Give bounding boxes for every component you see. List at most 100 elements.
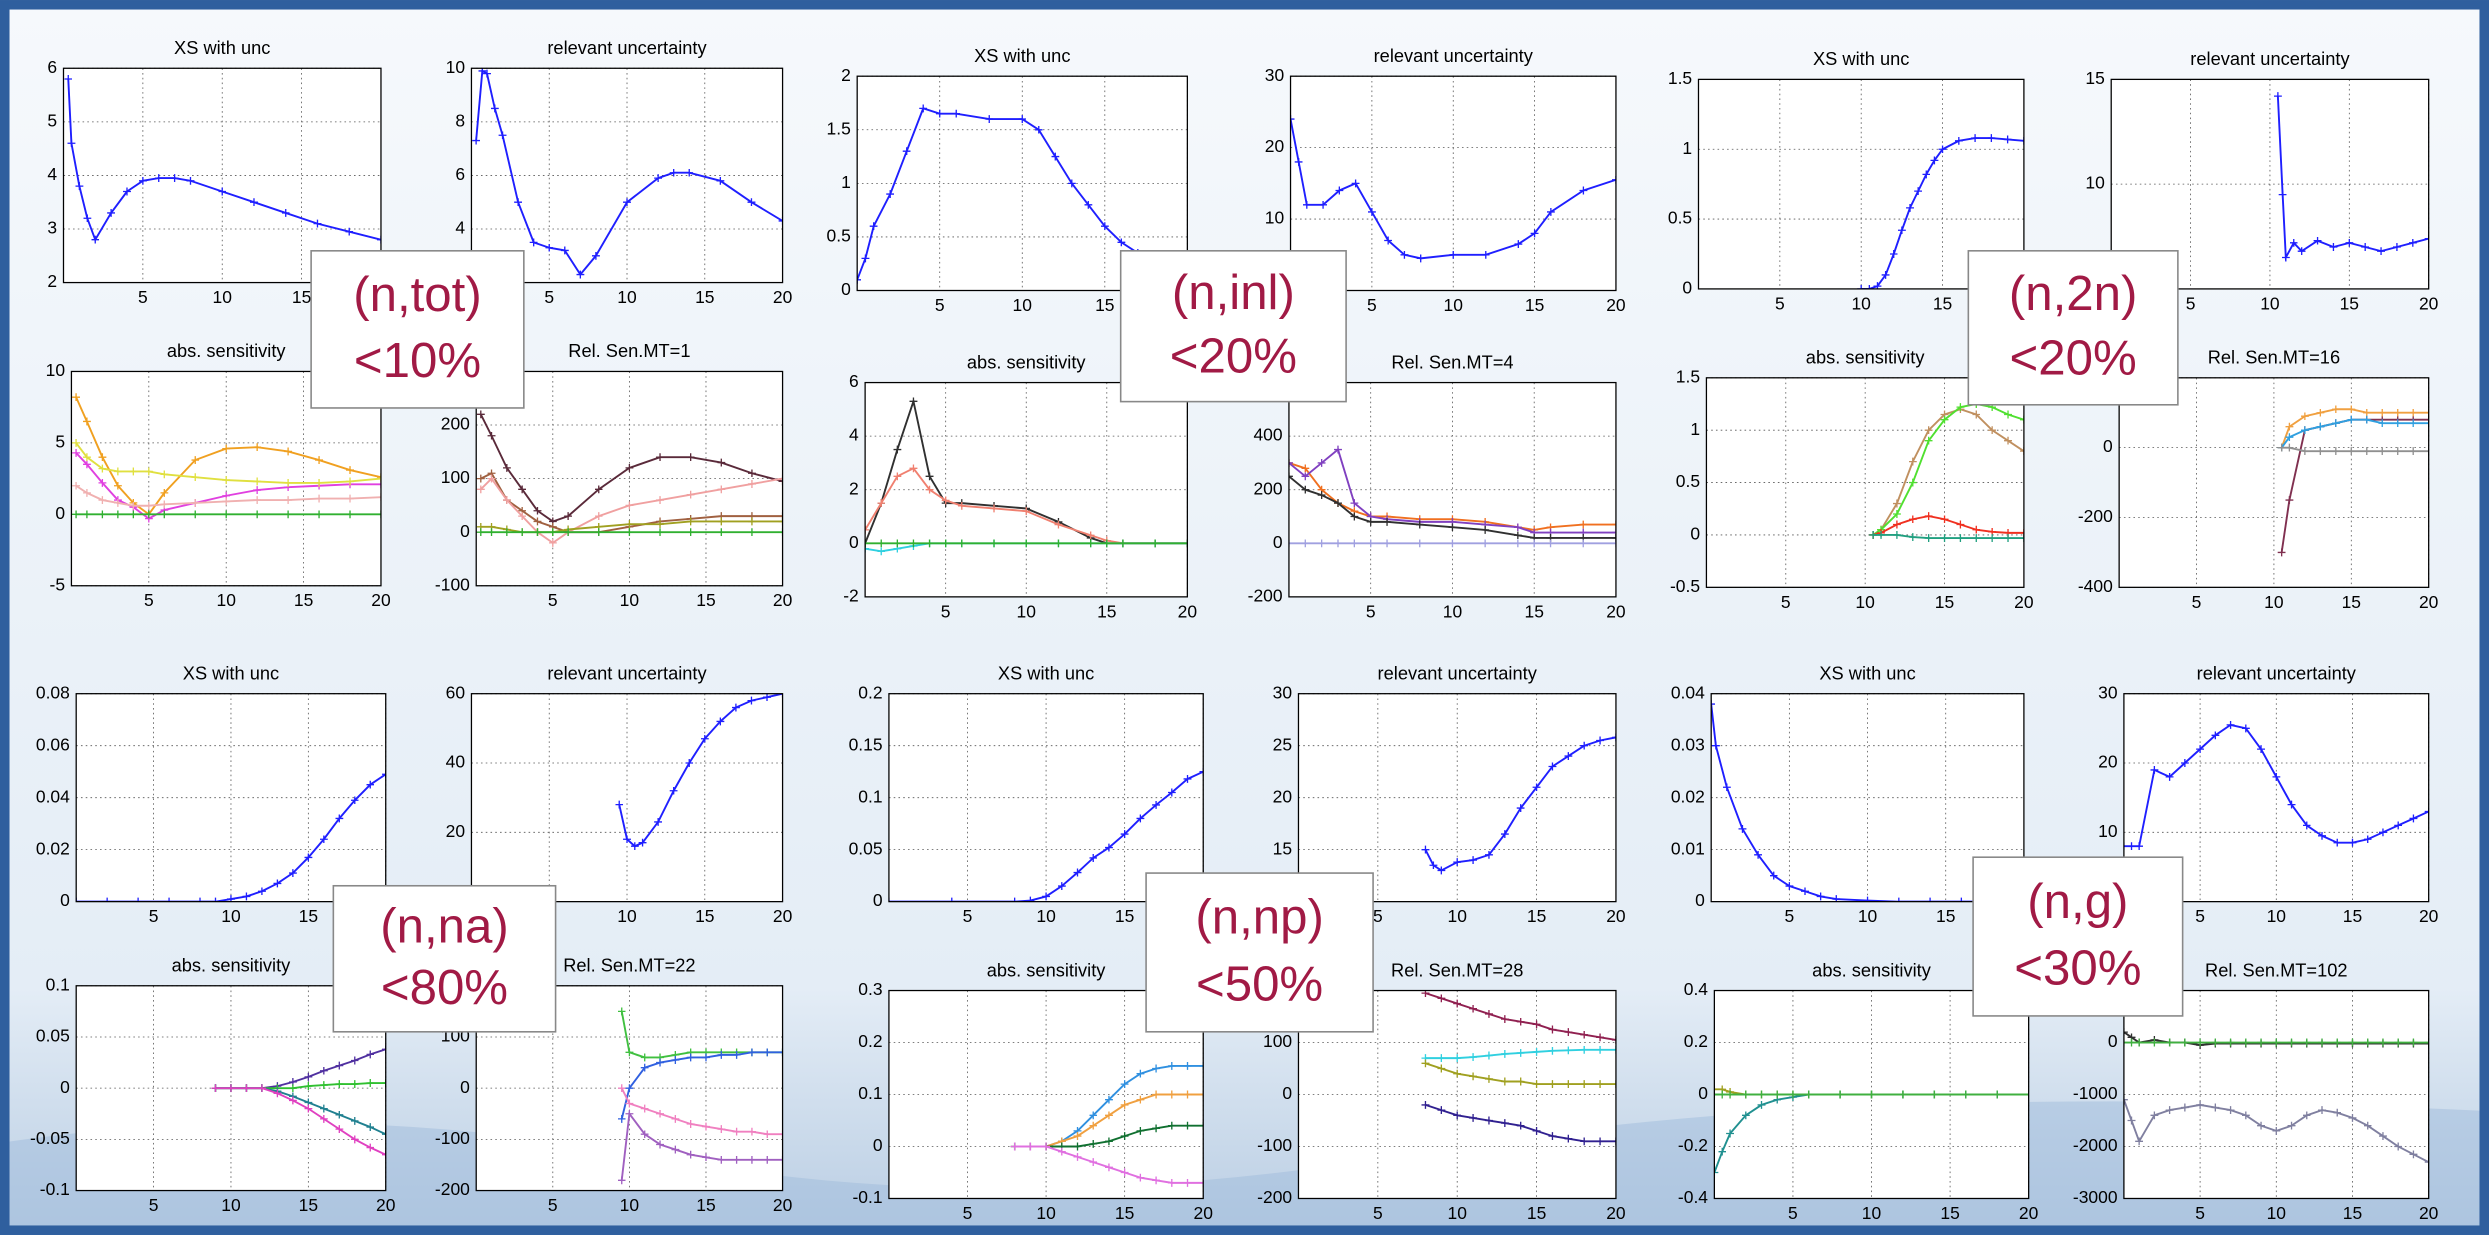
y-tick-label: -5: [50, 574, 66, 594]
y-tick-label: 0.1: [46, 974, 70, 994]
x-tick-label: 5: [1781, 592, 1791, 612]
x-tick-label: 5: [963, 1203, 973, 1223]
chart-title: XS with unc: [183, 662, 279, 683]
y-tick-label: 0: [1282, 1083, 1292, 1103]
label-box: [310, 250, 525, 409]
y-tick-label: 0.04: [36, 786, 70, 806]
x-tick-label: 5: [1775, 293, 1785, 313]
y-tick-label: 15: [1273, 838, 1292, 858]
x-tick-label: 5: [548, 590, 558, 610]
x-tick-label: 10: [1036, 1203, 1056, 1223]
y-tick-label: 0.02: [36, 838, 70, 858]
x-tick-label: 20: [1606, 906, 1626, 926]
x-tick-label: 10: [1858, 906, 1878, 926]
x-tick-label: 5: [2195, 906, 2205, 926]
y-tick-label: 0.04: [1671, 682, 1705, 702]
series-line: [1421, 1059, 1616, 1089]
plot-frame: [888, 693, 1204, 903]
x-tick-label: 5: [1785, 906, 1795, 926]
y-tick-label: 8: [455, 110, 465, 130]
y-tick-label: 0.15: [849, 734, 883, 754]
y-tick-label: 10: [2085, 173, 2105, 193]
limit-label: <80%: [381, 960, 508, 1015]
reaction-label: (n,tot): [353, 267, 481, 322]
x-tick-label: 15: [695, 906, 714, 926]
x-tick-label: 20: [773, 1195, 793, 1215]
y-tick-label: 0: [60, 890, 70, 910]
limit-label: <50%: [1196, 956, 1323, 1011]
chart-title: abs. sensitivity: [167, 340, 287, 361]
series-line: [2277, 443, 2429, 456]
series-line: [2277, 415, 2429, 452]
series-line: [1421, 1100, 1616, 1146]
x-tick-label: 10: [1036, 906, 1056, 926]
y-tick-label: 1.5: [827, 118, 851, 138]
x-tick-label: 10: [1017, 601, 1037, 621]
y-tick-label: 2: [849, 478, 859, 498]
y-tick-label: 10: [1265, 208, 1285, 228]
y-tick-label: 0: [849, 532, 859, 552]
chart-title: XS with unc: [1819, 662, 1915, 683]
y-tick-label: 400: [1253, 425, 1282, 445]
x-tick-label: 15: [1097, 601, 1116, 621]
plot-frame: [2110, 78, 2430, 290]
y-tick-label: 0: [841, 279, 851, 299]
y-tick-label: -100: [1257, 1135, 1292, 1155]
series-line: [1857, 134, 2024, 289]
x-tick-label: 5: [548, 1195, 558, 1215]
chart-title: abs. sensitivity: [172, 955, 292, 976]
x-tick-label: 15: [695, 287, 714, 307]
y-tick-label: 30: [1273, 682, 1293, 702]
chart-title: Rel. Sen.MT=102: [2205, 959, 2348, 980]
label-box: [1972, 856, 2184, 1017]
x-tick-label: 10: [1447, 1203, 1467, 1223]
y-tick-label: 0.2: [858, 682, 882, 702]
y-tick-label: -200: [2078, 506, 2113, 526]
y-tick-label: 0: [460, 521, 470, 541]
x-tick-label: 5: [544, 287, 554, 307]
series-line: [857, 104, 1159, 284]
y-tick-label: 4: [47, 164, 57, 184]
y-tick-label: -100: [435, 1128, 470, 1148]
x-tick-label: 20: [2419, 1203, 2439, 1223]
y-tick-label: -100: [435, 574, 470, 594]
chart-title: abs. sensitivity: [1812, 959, 1932, 980]
series-line: [1421, 990, 1616, 1044]
series-line: [64, 75, 381, 244]
series-line: [76, 770, 386, 902]
plot-frame: [470, 67, 784, 284]
x-tick-label: 10: [1851, 293, 1871, 313]
plot-frame: [864, 381, 1188, 598]
x-tick-label: 15: [696, 1195, 715, 1215]
series-line: [617, 1084, 783, 1139]
chart-title: abs. sensitivity: [1806, 347, 1926, 368]
y-tick-label: 1.5: [1676, 366, 1700, 386]
y-tick-label: 0.02: [1671, 786, 1705, 806]
plot-frame: [470, 693, 784, 903]
series-line: [72, 481, 381, 510]
y-tick-label: -0.05: [30, 1128, 70, 1148]
plot-frame: [1697, 78, 2025, 290]
y-tick-label: 1.5: [1668, 68, 1692, 88]
y-tick-label: -200: [1257, 1187, 1292, 1207]
y-tick-label: 0.05: [849, 838, 883, 858]
x-tick-label: 10: [2267, 906, 2287, 926]
y-tick-label: 3: [47, 218, 57, 238]
y-tick-label: 10: [446, 57, 466, 77]
y-tick-label: 0: [460, 1077, 470, 1097]
series-line: [1711, 700, 2024, 902]
plot-frame: [1713, 989, 2030, 1200]
y-tick-label: 6: [47, 57, 57, 77]
x-tick-label: 15: [299, 1195, 318, 1215]
x-tick-label: 15: [2342, 592, 2361, 612]
y-tick-label: 0.2: [1684, 1031, 1708, 1051]
series-line: [617, 1048, 783, 1123]
y-tick-label: 0: [1690, 524, 1700, 544]
x-tick-label: 20: [2419, 592, 2439, 612]
y-tick-label: 1: [841, 172, 851, 192]
x-tick-label: 5: [149, 1195, 159, 1215]
x-tick-label: 10: [221, 1195, 241, 1215]
plot-frame: [1710, 693, 2025, 903]
x-tick-label: 20: [773, 590, 793, 610]
